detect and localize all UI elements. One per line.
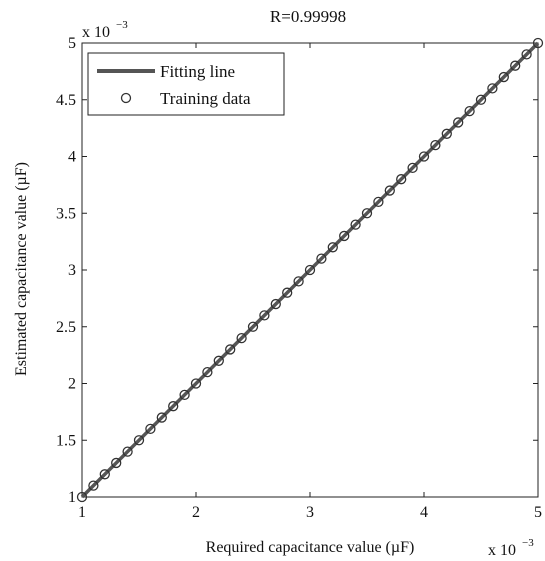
legend-circle-swatch — [120, 92, 132, 104]
training-data-point — [396, 174, 407, 185]
y-tick-label: 1.5 — [56, 432, 76, 449]
y-tick-label: 3.5 — [56, 205, 76, 222]
training-data-point — [282, 287, 293, 298]
training-data-point — [190, 378, 202, 389]
legend-label-fitting-line: Fitting line — [160, 62, 235, 81]
training-data-point — [361, 208, 373, 219]
training-data-point — [327, 242, 338, 253]
x-tick-label: 1 — [78, 504, 86, 521]
training-data-point — [453, 117, 464, 128]
training-data-point — [475, 94, 487, 105]
training-data-point — [487, 83, 498, 94]
x-tick-label: 5 — [534, 504, 542, 521]
y-tick-label: 3 — [68, 262, 76, 279]
training-data-point — [350, 219, 361, 230]
training-data-point — [464, 105, 475, 117]
y-tick-label: 5 — [68, 35, 76, 52]
training-data-point — [304, 264, 316, 276]
y-tick-label: 2.5 — [56, 319, 76, 336]
training-data-point — [225, 344, 236, 355]
training-data-point — [179, 389, 190, 401]
y-tick-label: 4.5 — [56, 92, 76, 109]
training-data-point — [122, 446, 133, 457]
x-tick-label: 2 — [192, 504, 200, 521]
training-data-point — [88, 480, 99, 491]
training-data-point — [498, 71, 509, 83]
training-data-point — [213, 355, 224, 366]
training-data-point — [293, 276, 304, 287]
training-data-point — [441, 128, 452, 139]
training-data-point — [510, 60, 521, 71]
training-data-point — [521, 49, 532, 60]
training-data-point — [133, 435, 145, 446]
training-data-point — [339, 230, 350, 242]
training-data-point — [259, 310, 270, 321]
series-layer — [76, 37, 544, 503]
y-tick-label: 1 — [68, 489, 76, 506]
training-data-point — [430, 139, 441, 151]
training-data-point — [384, 185, 395, 196]
training-data-point — [145, 423, 156, 435]
fitting-line — [80, 41, 540, 499]
training-data-point — [156, 412, 167, 423]
training-data-point — [532, 37, 544, 49]
y-axis-label: Estimated capacitance value (µF) — [13, 162, 30, 376]
legend: Fitting line Training data — [87, 52, 285, 116]
y-scale-exponent: −3 — [116, 19, 128, 31]
training-data-point — [111, 457, 122, 469]
y-tick-label: 2 — [68, 376, 76, 393]
training-data-point — [76, 491, 88, 503]
chart-title: R=0.99998 — [270, 7, 346, 26]
x-tick-label: 3 — [306, 504, 314, 521]
x-tick-label: 4 — [420, 504, 428, 521]
training-data-point — [202, 366, 213, 378]
training-data-point — [373, 196, 384, 208]
y-tick-label: 4 — [68, 149, 76, 166]
x-scale-multiplier: x 10 −3 — [488, 537, 534, 559]
training-data-point — [418, 151, 430, 162]
training-data-point — [316, 253, 327, 264]
ticks: 1 2 3 4 5 1 1.5 2 2.5 3 3.5 4 4.5 5 — [56, 35, 542, 521]
legend-label-training-data: Training data — [160, 89, 251, 108]
training-data-point — [168, 401, 179, 412]
y-scale-base: x 10 — [82, 24, 110, 41]
training-data-point — [99, 469, 110, 480]
legend-box — [87, 52, 285, 116]
training-data-point — [247, 321, 259, 332]
training-data-point — [270, 298, 281, 310]
training-data-point — [407, 162, 418, 174]
x-axis-label: Required capacitance value (µF) — [206, 539, 415, 556]
y-scale-multiplier: x 10 −3 — [82, 19, 128, 41]
x-scale-base: x 10 — [488, 542, 516, 559]
training-data-point — [236, 332, 247, 344]
x-scale-exponent: −3 — [522, 537, 534, 549]
